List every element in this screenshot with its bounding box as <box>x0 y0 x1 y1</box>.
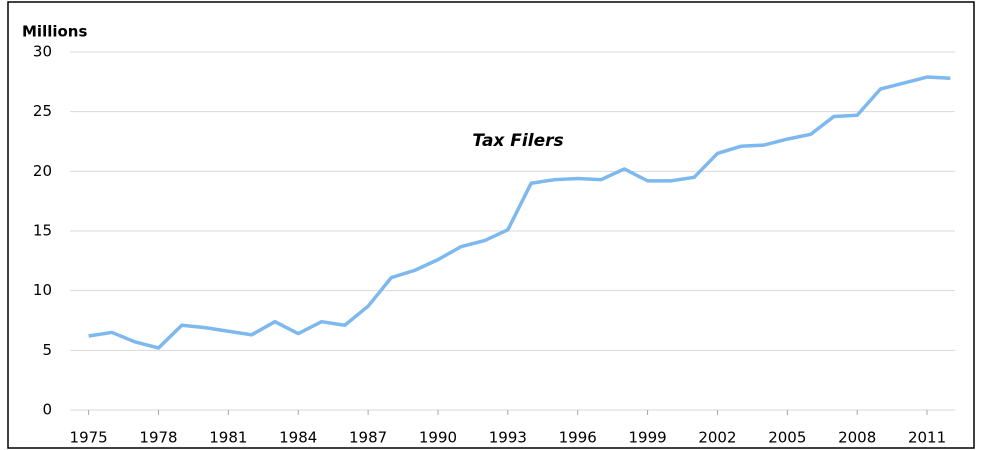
frame <box>7 1 975 449</box>
series-annotation: Tax Filers <box>472 131 563 151</box>
y-tick-label: 0 <box>42 401 52 419</box>
y-tick-label: 30 <box>33 43 52 61</box>
y-tick-label: 25 <box>33 102 52 120</box>
y-tick-label: 15 <box>33 222 52 240</box>
x-tick-label: 1999 <box>628 429 666 447</box>
y-axis-label: Millions <box>22 23 87 41</box>
x-tick-label: 1996 <box>559 429 597 447</box>
x-tick-label: 1981 <box>209 429 247 447</box>
x-tick-label: 1987 <box>349 429 387 447</box>
x-tick-label: 1984 <box>279 429 317 447</box>
x-tick-label: 2008 <box>838 429 876 447</box>
x-tick-label: 1975 <box>70 429 108 447</box>
x-tick-label: 2011 <box>908 429 946 447</box>
x-tick-label: 1978 <box>139 429 177 447</box>
x-tick-label: 2002 <box>698 429 736 447</box>
x-tick-label: 1990 <box>419 429 457 447</box>
x-tick-label: 1993 <box>489 429 527 447</box>
y-tick-label: 5 <box>42 341 52 359</box>
x-tick-label: 2005 <box>768 429 806 447</box>
y-tick-label: 10 <box>33 281 52 299</box>
data-line <box>88 75 951 350</box>
y-tick-label: 20 <box>33 162 52 180</box>
